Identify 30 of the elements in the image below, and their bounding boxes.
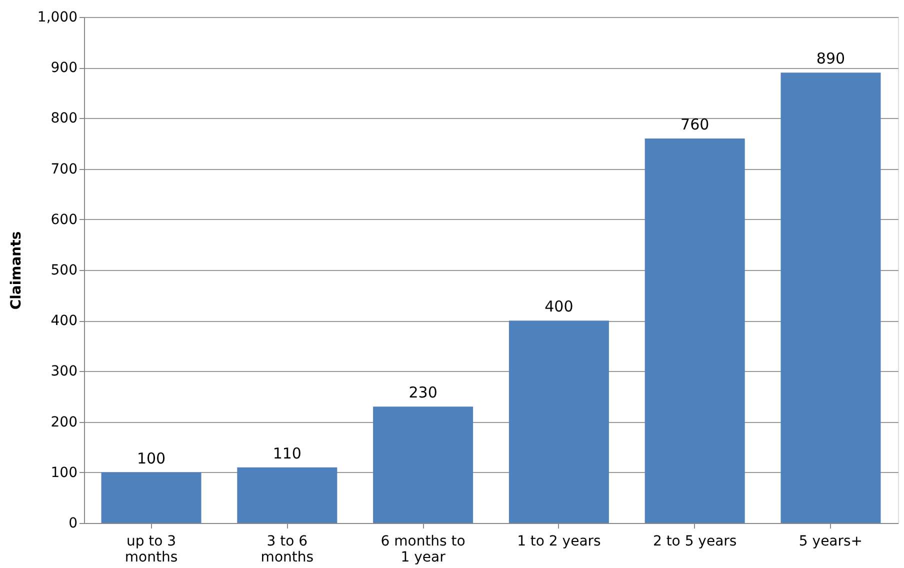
- y-tick-label: 800: [50, 110, 78, 127]
- data-label: 400: [544, 298, 574, 316]
- y-tick-label: 900: [50, 60, 78, 76]
- y-tick-label: 300: [50, 364, 78, 380]
- data-label: 890: [816, 50, 846, 68]
- x-tick-label: 1 to 2 years: [517, 534, 601, 550]
- y-tick-label: 0: [68, 516, 78, 532]
- data-label: 100: [136, 449, 166, 468]
- data-label: 230: [408, 384, 438, 402]
- y-tick-label: 500: [50, 262, 78, 278]
- x-tick-label: 5 years+: [798, 534, 863, 550]
- y-tick-label: 400: [50, 313, 78, 330]
- x-tick-label: 2 to 5 years: [652, 534, 737, 550]
- data-label: 110: [272, 444, 302, 462]
- bar: [644, 138, 745, 523]
- bar: [237, 467, 338, 523]
- bar: [101, 472, 202, 523]
- bar: [373, 406, 474, 523]
- y-tick-label: 200: [50, 414, 78, 430]
- y-tick-label: 1,000: [37, 10, 78, 26]
- data-label: 760: [680, 115, 710, 134]
- y-tick-label: 100: [50, 464, 78, 481]
- y-tick-label: 600: [50, 212, 78, 228]
- bar: [508, 320, 609, 523]
- y-tick-label: 700: [50, 161, 78, 178]
- x-tick-label: up to 3 months: [124, 534, 178, 566]
- y-axis-title: Claimants: [8, 231, 24, 310]
- x-tick-label: 3 to 6 months: [260, 534, 314, 566]
- bar: [780, 72, 881, 523]
- x-tick-label: 6 months to 1 year: [380, 534, 466, 566]
